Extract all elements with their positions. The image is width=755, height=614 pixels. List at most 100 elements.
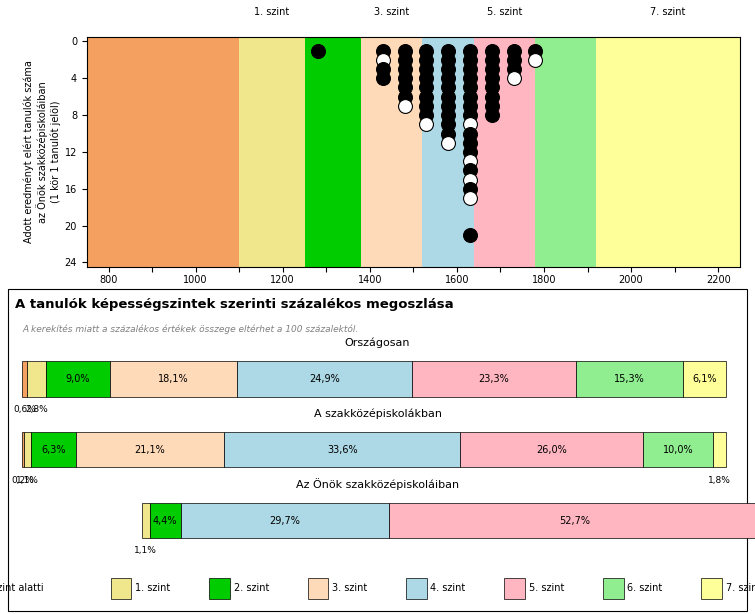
Bar: [307, 578, 328, 599]
Point: [464, 74, 476, 84]
Point: [377, 55, 389, 64]
Point: [442, 64, 455, 74]
Point: [442, 101, 455, 111]
Text: 1,8%: 1,8%: [708, 475, 731, 484]
Point: [464, 166, 476, 176]
Bar: [23, 361, 26, 397]
Point: [464, 46, 476, 56]
Bar: [406, 578, 427, 599]
Text: 4,4%: 4,4%: [153, 516, 177, 526]
Text: 2. szint: 2. szint: [315, 0, 350, 1]
Bar: [87, 37, 239, 267]
Text: 6. szint: 6. szint: [548, 0, 584, 1]
Point: [442, 92, 455, 102]
Point: [377, 46, 389, 56]
Point: [399, 74, 411, 84]
Point: [529, 46, 541, 56]
Bar: [361, 37, 422, 267]
Text: 1300: 1300: [314, 292, 338, 302]
Text: 900: 900: [143, 292, 162, 302]
Bar: [713, 432, 726, 467]
Point: [485, 64, 498, 74]
Bar: [111, 578, 131, 599]
Point: [485, 92, 498, 102]
Bar: [46, 361, 109, 397]
Text: 5. szint: 5. szint: [487, 7, 522, 17]
Point: [464, 101, 476, 111]
Point: [529, 55, 541, 64]
Text: 9,0%: 9,0%: [66, 374, 90, 384]
Point: [464, 111, 476, 120]
Point: [464, 82, 476, 92]
Point: [464, 184, 476, 194]
Bar: [76, 432, 224, 467]
Text: 7. szint: 7. szint: [726, 583, 755, 593]
Point: [421, 92, 433, 102]
Bar: [237, 361, 411, 397]
Text: 6,3%: 6,3%: [42, 445, 66, 455]
Point: [442, 55, 455, 64]
Point: [442, 129, 455, 139]
Bar: [643, 432, 713, 467]
Bar: [180, 503, 390, 538]
Text: 2,8%: 2,8%: [25, 405, 48, 414]
Bar: [535, 37, 596, 267]
Point: [421, 101, 433, 111]
Bar: [701, 578, 722, 599]
Point: [312, 46, 324, 56]
Bar: [602, 578, 624, 599]
Point: [507, 74, 519, 84]
Point: [507, 46, 519, 56]
Text: 1,1%: 1,1%: [134, 546, 157, 556]
Text: 15,3%: 15,3%: [614, 374, 645, 384]
Text: Országosan: Országosan: [345, 338, 410, 348]
Text: 52,7%: 52,7%: [559, 516, 590, 526]
Point: [442, 46, 455, 56]
Text: 1700: 1700: [488, 292, 513, 302]
Text: 0,6%: 0,6%: [13, 405, 36, 414]
Text: 4. szint: 4. szint: [430, 0, 466, 1]
Point: [485, 111, 498, 120]
Bar: [683, 361, 726, 397]
Bar: [411, 361, 575, 397]
Point: [485, 74, 498, 84]
Text: 1. szint: 1. szint: [135, 583, 171, 593]
Bar: [474, 37, 535, 267]
Text: 2100: 2100: [662, 292, 687, 302]
Point: [421, 46, 433, 56]
Text: 3. szint: 3. szint: [332, 583, 367, 593]
Y-axis label: Adott eredményt elért tanulók száma
az Önök szakközépiskoláiban
(1 kör 1 tanulót: Adott eredményt elért tanulók száma az Ö…: [24, 61, 60, 243]
Bar: [109, 361, 237, 397]
Point: [442, 82, 455, 92]
Bar: [239, 37, 304, 267]
Text: 26,0%: 26,0%: [536, 445, 567, 455]
Point: [399, 92, 411, 102]
Point: [464, 230, 476, 240]
Point: [464, 129, 476, 139]
Point: [442, 74, 455, 84]
Point: [485, 101, 498, 111]
Text: 1100: 1100: [227, 292, 251, 302]
Point: [464, 119, 476, 130]
Point: [464, 92, 476, 102]
Text: 1. szint: 1. szint: [254, 7, 289, 17]
Point: [421, 55, 433, 64]
Point: [442, 119, 455, 130]
Point: [485, 82, 498, 92]
Bar: [304, 37, 361, 267]
Point: [464, 193, 476, 203]
Point: [377, 64, 389, 74]
Text: 29,7%: 29,7%: [270, 516, 300, 526]
Text: A tanulók képességszintek szerinti százalékos megoszlása: A tanulók képességszintek szerinti száza…: [15, 298, 454, 311]
Text: 33,6%: 33,6%: [327, 445, 357, 455]
Bar: [149, 503, 180, 538]
Point: [464, 138, 476, 148]
Point: [399, 82, 411, 92]
Point: [399, 55, 411, 64]
Bar: [422, 37, 474, 267]
Point: [507, 55, 519, 64]
Point: [442, 138, 455, 148]
Point: [421, 82, 433, 92]
Text: Az Önök szakközépiskoláiban: Az Önök szakközépiskoláiban: [296, 478, 459, 490]
Text: 0,2%: 0,2%: [11, 475, 35, 484]
